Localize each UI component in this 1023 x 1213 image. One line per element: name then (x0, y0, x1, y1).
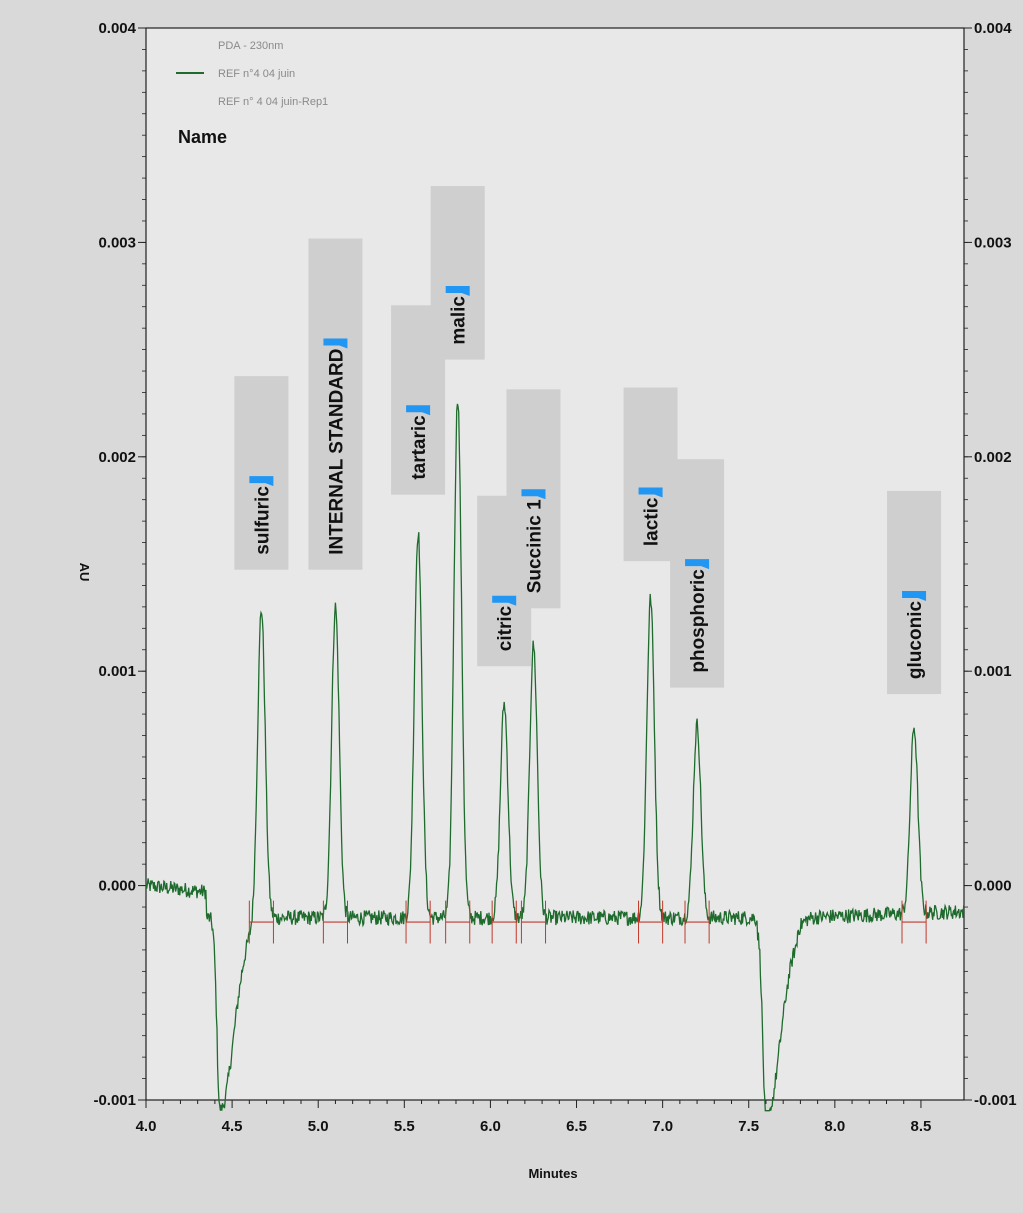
y-axis-title: AU (77, 563, 92, 582)
peak-marker (521, 489, 546, 500)
y-tick-label-right: 0.002 (974, 449, 1012, 466)
peak-marker (445, 286, 470, 297)
y-tick-label-right: 0.003 (974, 234, 1012, 251)
peak-label-3: malic (449, 296, 470, 345)
x-tick-label: 8.0 (824, 1118, 845, 1135)
peak-label-4: citric (495, 605, 516, 651)
y-tick-label-left: 0.004 (98, 20, 136, 37)
peak-marker (492, 595, 517, 606)
y-tick-label-left: 0.001 (98, 663, 136, 680)
peak-marker (685, 559, 710, 570)
peak-label-5: Succinic 1 (524, 499, 545, 593)
peak-marker (323, 338, 348, 349)
legend-header: PDA - 230nm (218, 40, 283, 52)
x-tick-label: 6.0 (480, 1118, 501, 1135)
peak-label-box (308, 238, 363, 570)
y-tick-label-left: 0.003 (98, 234, 136, 251)
y-tick-label-right: 0.000 (974, 878, 1012, 895)
y-tick-label-right: 0.001 (974, 663, 1012, 680)
peak-marker (249, 476, 274, 487)
peak-label-box (506, 389, 561, 609)
x-tick-label: 7.5 (738, 1118, 759, 1135)
chromatogram-trace (145, 403, 965, 1112)
trace-layer (145, 403, 965, 1112)
peak-label-2: tartaric (409, 415, 430, 480)
x-tick-label: 8.5 (911, 1118, 932, 1135)
axis-ticks: 4.0 4.5 5.0 5.5 6.0 6.5 7.0 7.5 8.0 8.5 -0.001 0.00… (93, 20, 1016, 1135)
peak-label-7: phosphoric (688, 569, 709, 673)
x-axis-title: Minutes (528, 1166, 577, 1181)
y-tick-label-left: 0.000 (98, 878, 136, 895)
peak-labels: sulfuric INTERNAL STANDARD tartaric malic ci… (249, 286, 927, 680)
peak-label-boxes (234, 186, 942, 695)
y-tick-label-right: 0.004 (974, 20, 1012, 37)
peak-label-1: INTERNAL STANDARD (326, 349, 347, 555)
peak-label-box (623, 387, 678, 562)
peak-marker (406, 405, 431, 416)
x-tick-label: 7.0 (652, 1118, 673, 1135)
x-tick-label: 6.5 (566, 1118, 587, 1135)
y-tick-label-right: -0.001 (974, 1092, 1017, 1109)
peak-marker (902, 590, 927, 601)
peak-marker (638, 487, 663, 498)
x-tick-label: 4.0 (136, 1118, 157, 1135)
peak-label-6: lactic (642, 497, 663, 546)
legend: PDA - 230nm REF n°4 04 juin REF n° 4 04 … (176, 40, 328, 147)
peak-label-box (430, 186, 485, 360)
legend-entry-1: REF n°4 04 juin (218, 68, 295, 80)
x-tick-label: 5.5 (394, 1118, 415, 1135)
legend-entry-2: REF n° 4 04 juin-Rep1 (218, 96, 328, 108)
peak-label-0: sulfuric (252, 486, 273, 555)
x-tick-label: 4.5 (222, 1118, 243, 1135)
x-tick-label: 5.0 (308, 1118, 329, 1135)
y-tick-label-left: 0.002 (98, 449, 136, 466)
peak-label-box (670, 459, 725, 688)
y-tick-label-left: -0.001 (93, 1092, 136, 1109)
peak-label-box (234, 376, 289, 570)
legend-name-label: Name (178, 127, 227, 147)
peak-label-8: gluconic (905, 601, 926, 680)
